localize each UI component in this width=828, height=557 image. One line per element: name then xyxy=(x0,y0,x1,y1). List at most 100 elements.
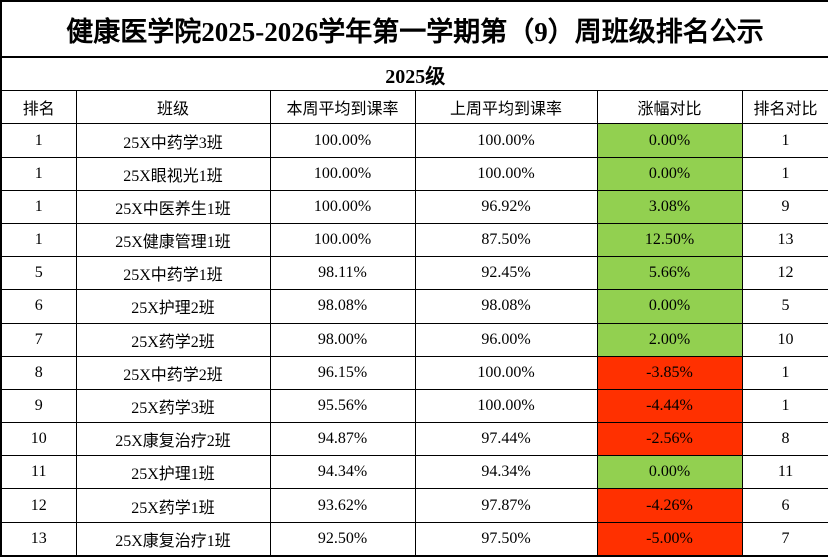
table-row: 1 25X中药学3班 100.00% 100.00% 0.00% 1 xyxy=(0,123,828,158)
change-cell: -3.85% xyxy=(596,355,743,390)
rank-compare-cell: 7 xyxy=(741,521,828,557)
change-cell: 12.50% xyxy=(596,222,743,258)
column-header-last-week-rate: 上周平均到课率 xyxy=(414,90,598,125)
rank-compare-cell: 5 xyxy=(741,289,828,324)
class-name-cell: 25X药学2班 xyxy=(75,322,271,357)
rank-cell: 9 xyxy=(0,388,77,424)
class-name-cell: 25X药学3班 xyxy=(75,388,271,424)
last-week-rate-cell: 92.45% xyxy=(414,256,598,291)
change-cell: 0.00% xyxy=(596,156,743,191)
rank-compare-cell: 8 xyxy=(741,422,828,457)
rank-compare-cell: 11 xyxy=(741,455,828,490)
class-name-cell: 25X康复治疗1班 xyxy=(75,521,271,557)
rank-compare-cell: 9 xyxy=(741,189,828,224)
this-week-rate-cell: 94.34% xyxy=(269,455,416,490)
rank-cell: 6 xyxy=(0,289,77,324)
page-title: 健康医学院2025-2026学年第一学期第（9）周班级排名公示 xyxy=(0,0,828,59)
table-header-row: 排名 班级 本周平均到课率 上周平均到课率 涨幅对比 排名对比 xyxy=(0,90,828,125)
this-week-rate-cell: 100.00% xyxy=(269,189,416,224)
rank-cell: 8 xyxy=(0,355,77,390)
rank-cell: 13 xyxy=(0,521,77,557)
table-row: 13 25X康复治疗1班 92.50% 97.50% -5.00% 7 xyxy=(0,521,828,557)
rank-cell: 11 xyxy=(0,455,77,490)
change-cell: -2.56% xyxy=(596,422,743,457)
rank-compare-cell: 12 xyxy=(741,256,828,291)
table-row: 1 25X眼视光1班 100.00% 100.00% 0.00% 1 xyxy=(0,156,828,191)
class-name-cell: 25X中药学1班 xyxy=(75,256,271,291)
column-header-change: 涨幅对比 xyxy=(596,90,743,125)
last-week-rate-cell: 98.08% xyxy=(414,289,598,324)
this-week-rate-cell: 92.50% xyxy=(269,521,416,557)
table-row: 1 25X中医养生1班 100.00% 96.92% 3.08% 9 xyxy=(0,189,828,224)
change-cell: 0.00% xyxy=(596,123,743,158)
last-week-rate-cell: 100.00% xyxy=(414,123,598,158)
table-row: 6 25X护理2班 98.08% 98.08% 0.00% 5 xyxy=(0,289,828,324)
last-week-rate-cell: 97.44% xyxy=(414,422,598,457)
title-row: 健康医学院2025-2026学年第一学期第（9）周班级排名公示 xyxy=(0,0,828,59)
last-week-rate-cell: 100.00% xyxy=(414,355,598,390)
last-week-rate-cell: 97.50% xyxy=(414,521,598,557)
class-name-cell: 25X中药学2班 xyxy=(75,355,271,390)
rank-compare-cell: 6 xyxy=(741,488,828,523)
rank-compare-cell: 10 xyxy=(741,322,828,357)
class-name-cell: 25X健康管理1班 xyxy=(75,222,271,258)
rank-cell: 7 xyxy=(0,322,77,357)
this-week-rate-cell: 93.62% xyxy=(269,488,416,523)
rank-cell: 12 xyxy=(0,488,77,523)
section-row: 2025级 xyxy=(0,56,828,92)
table-row: 12 25X药学1班 93.62% 97.87% -4.26% 6 xyxy=(0,488,828,523)
rank-compare-cell: 1 xyxy=(741,355,828,390)
rank-cell: 10 xyxy=(0,422,77,457)
change-cell: 3.08% xyxy=(596,189,743,224)
rank-compare-cell: 1 xyxy=(741,123,828,158)
change-cell: 5.66% xyxy=(596,256,743,291)
this-week-rate-cell: 100.00% xyxy=(269,156,416,191)
table-row: 8 25X中药学2班 96.15% 100.00% -3.85% 1 xyxy=(0,355,828,390)
change-cell: -4.44% xyxy=(596,388,743,424)
rank-cell: 1 xyxy=(0,189,77,224)
last-week-rate-cell: 100.00% xyxy=(414,156,598,191)
column-header-rank-compare: 排名对比 xyxy=(741,90,828,125)
class-name-cell: 25X护理1班 xyxy=(75,455,271,490)
change-cell: 0.00% xyxy=(596,289,743,324)
this-week-rate-cell: 98.08% xyxy=(269,289,416,324)
this-week-rate-cell: 98.11% xyxy=(269,256,416,291)
rank-cell: 1 xyxy=(0,123,77,158)
class-name-cell: 25X护理2班 xyxy=(75,289,271,324)
table-row: 11 25X护理1班 94.34% 94.34% 0.00% 11 xyxy=(0,455,828,490)
grade-section-label: 2025级 xyxy=(0,56,828,92)
this-week-rate-cell: 95.56% xyxy=(269,388,416,424)
class-name-cell: 25X康复治疗2班 xyxy=(75,422,271,457)
rank-compare-cell: 1 xyxy=(741,388,828,424)
table-row: 10 25X康复治疗2班 94.87% 97.44% -2.56% 8 xyxy=(0,422,828,457)
change-cell: 2.00% xyxy=(596,322,743,357)
last-week-rate-cell: 87.50% xyxy=(414,222,598,258)
rank-compare-cell: 1 xyxy=(741,156,828,191)
column-header-class: 班级 xyxy=(75,90,271,125)
class-name-cell: 25X中医养生1班 xyxy=(75,189,271,224)
column-header-this-week-rate: 本周平均到课率 xyxy=(269,90,416,125)
table-row: 5 25X中药学1班 98.11% 92.45% 5.66% 12 xyxy=(0,256,828,291)
table-row: 7 25X药学2班 98.00% 96.00% 2.00% 10 xyxy=(0,322,828,357)
rank-cell: 1 xyxy=(0,222,77,258)
table-row: 9 25X药学3班 95.56% 100.00% -4.44% 1 xyxy=(0,388,828,424)
change-cell: -5.00% xyxy=(596,521,743,557)
this-week-rate-cell: 100.00% xyxy=(269,222,416,258)
last-week-rate-cell: 100.00% xyxy=(414,388,598,424)
rank-compare-cell: 13 xyxy=(741,222,828,258)
this-week-rate-cell: 94.87% xyxy=(269,422,416,457)
rank-cell: 5 xyxy=(0,256,77,291)
this-week-rate-cell: 96.15% xyxy=(269,355,416,390)
last-week-rate-cell: 97.87% xyxy=(414,488,598,523)
last-week-rate-cell: 96.92% xyxy=(414,189,598,224)
table-row: 1 25X健康管理1班 100.00% 87.50% 12.50% 13 xyxy=(0,222,828,258)
last-week-rate-cell: 96.00% xyxy=(414,322,598,357)
this-week-rate-cell: 98.00% xyxy=(269,322,416,357)
change-cell: 0.00% xyxy=(596,455,743,490)
this-week-rate-cell: 100.00% xyxy=(269,123,416,158)
rank-cell: 1 xyxy=(0,156,77,191)
column-header-rank: 排名 xyxy=(0,90,77,125)
change-cell: -4.26% xyxy=(596,488,743,523)
last-week-rate-cell: 94.34% xyxy=(414,455,598,490)
